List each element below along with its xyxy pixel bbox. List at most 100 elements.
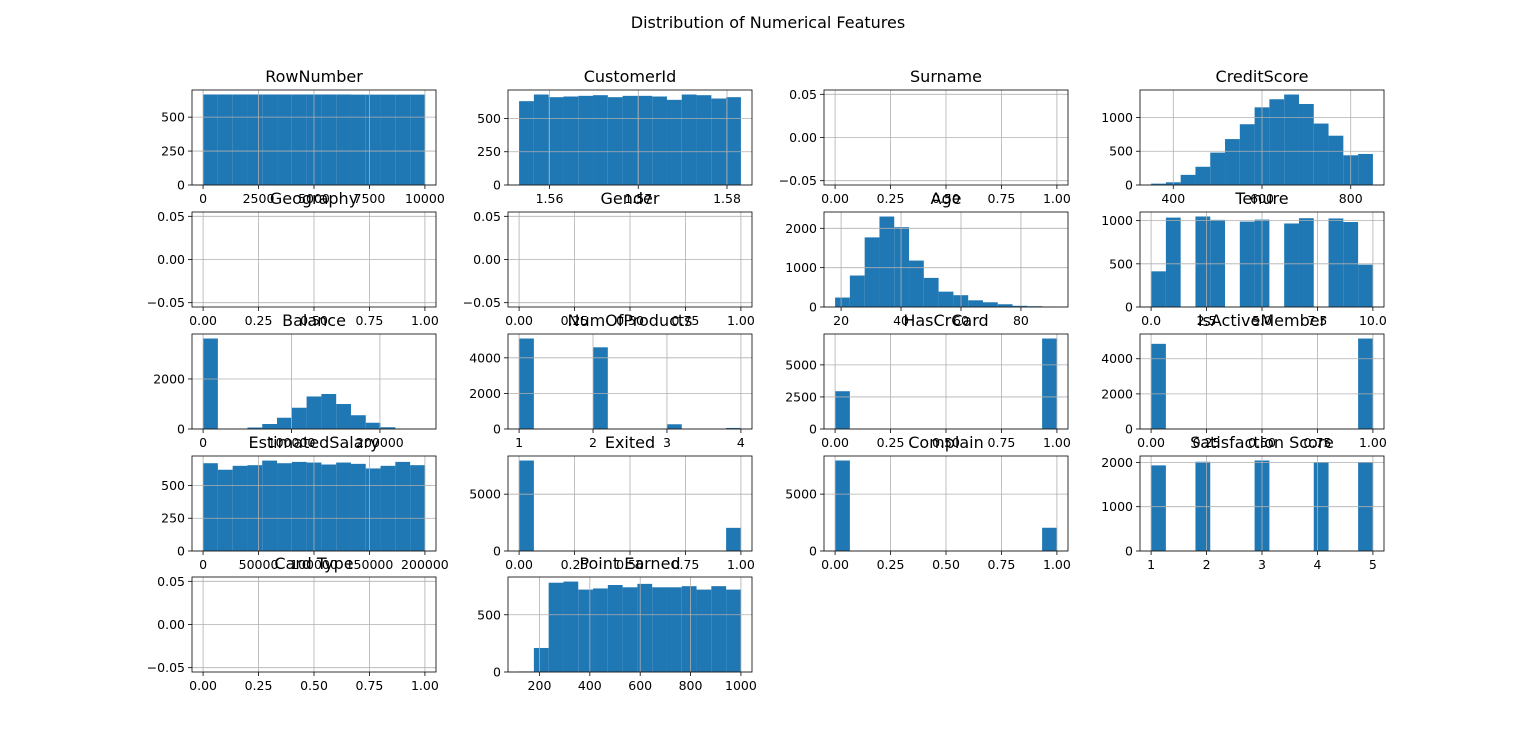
x-tick-label: 0.75 [988, 435, 1016, 450]
subplot-title: EstimatedSalary [248, 433, 379, 452]
y-tick-label: 2000 [1101, 455, 1133, 470]
bar [380, 465, 396, 551]
y-tick-label: 0 [177, 544, 185, 559]
axes-frame [507, 576, 753, 673]
x-tick-label: 150000 [346, 557, 394, 572]
bar [203, 338, 218, 429]
bar [395, 461, 411, 551]
bar [380, 94, 396, 185]
x-tick-label: 50000 [239, 557, 279, 572]
subplot-title: NumOfProducts [567, 311, 692, 330]
y-tick-label: 2000 [1101, 386, 1133, 401]
x-tick-label: 3 [1258, 557, 1266, 572]
bar [681, 586, 697, 672]
axes-frame [823, 211, 1069, 308]
axes-frame [1139, 455, 1385, 552]
bar [380, 427, 396, 429]
y-tick-label: 1000 [1101, 213, 1133, 228]
bar [277, 463, 292, 551]
subplot-title: CustomerId [584, 67, 677, 86]
subplot-title: Surname [910, 67, 982, 86]
bar [666, 424, 682, 429]
subplot-title: Age [931, 189, 962, 208]
bar [217, 469, 233, 551]
y-tick-label: 500 [161, 110, 185, 125]
bar [652, 587, 667, 672]
bar [247, 465, 263, 551]
bar [607, 585, 623, 672]
bar [726, 97, 741, 185]
bar [726, 589, 741, 672]
x-tick-label: 5 [1369, 557, 1377, 572]
y-tick-label: 500 [161, 478, 185, 493]
axes-frame [191, 211, 437, 308]
x-tick-label: 200000 [401, 557, 449, 572]
axes-frame [191, 333, 437, 430]
x-tick-label: 10000 [405, 191, 445, 206]
subplot-title: HasCrCard [903, 311, 988, 330]
x-tick-label: 100000 [268, 435, 316, 450]
y-tick-label: 0 [177, 422, 185, 437]
x-tick-label: 0.50 [932, 557, 960, 572]
axes-frame [1139, 211, 1385, 308]
bar [1358, 338, 1373, 429]
x-tick-label: 0 [199, 557, 207, 572]
bar [578, 589, 594, 672]
bar [1165, 217, 1181, 307]
bar [909, 260, 924, 307]
bar [232, 465, 248, 551]
y-tick-label: 1000 [785, 260, 817, 275]
bar [1358, 153, 1373, 185]
axes-frame [507, 333, 753, 430]
subplot-title: IsActiveMember [1198, 311, 1327, 330]
bar [622, 95, 638, 185]
subplot-title: Exited [605, 433, 655, 452]
x-tick-label: 2.5 [1197, 313, 1217, 328]
axes-frame [823, 89, 1069, 186]
bar [548, 582, 564, 672]
x-tick-label: 0.75 [1304, 435, 1332, 450]
bar [277, 94, 292, 185]
y-tick-label: 500 [1109, 256, 1133, 271]
x-tick-label: 200 [528, 678, 552, 693]
bar [1195, 216, 1211, 307]
y-tick-label: 4000 [469, 350, 501, 365]
bar [1298, 218, 1314, 307]
bar [894, 227, 910, 307]
x-tick-label: 0.00 [821, 435, 849, 450]
x-tick-label: 0.75 [672, 557, 700, 572]
bar [637, 583, 653, 672]
y-tick-label: 5000 [469, 487, 501, 502]
bar [1012, 305, 1028, 307]
x-tick-label: 0.50 [932, 191, 960, 206]
x-tick-label: 0.25 [877, 557, 905, 572]
subplot-title: Geography [270, 189, 358, 208]
x-tick-label: 0.75 [988, 191, 1016, 206]
x-tick-label: 5.0 [1252, 313, 1272, 328]
x-tick-label: 1.00 [411, 313, 439, 328]
x-tick-label: 3 [663, 435, 671, 450]
y-tick-label: 0 [1125, 544, 1133, 559]
y-tick-label: 0 [493, 544, 501, 559]
x-tick-label: 1.00 [1043, 435, 1071, 450]
x-tick-label: 1.58 [713, 191, 741, 206]
x-tick-label: 0.00 [821, 557, 849, 572]
y-tick-label: 4000 [1101, 351, 1133, 366]
bar [1225, 139, 1240, 185]
y-tick-label: 250 [161, 144, 185, 159]
bar [321, 94, 337, 185]
bar [1298, 103, 1314, 185]
y-tick-label: 2000 [469, 386, 501, 401]
y-tick-label: 500 [477, 607, 501, 622]
y-tick-label: −0.05 [779, 173, 817, 188]
bar [968, 300, 983, 307]
x-tick-label: 1.00 [1043, 191, 1071, 206]
y-tick-label: 5000 [785, 357, 817, 372]
bar [262, 94, 278, 185]
x-tick-label: 1.00 [1043, 557, 1071, 572]
bar [923, 277, 939, 307]
bar [321, 393, 337, 429]
y-tick-label: 5000 [785, 487, 817, 502]
x-tick-label: 0.50 [300, 678, 328, 693]
bar [217, 94, 233, 185]
